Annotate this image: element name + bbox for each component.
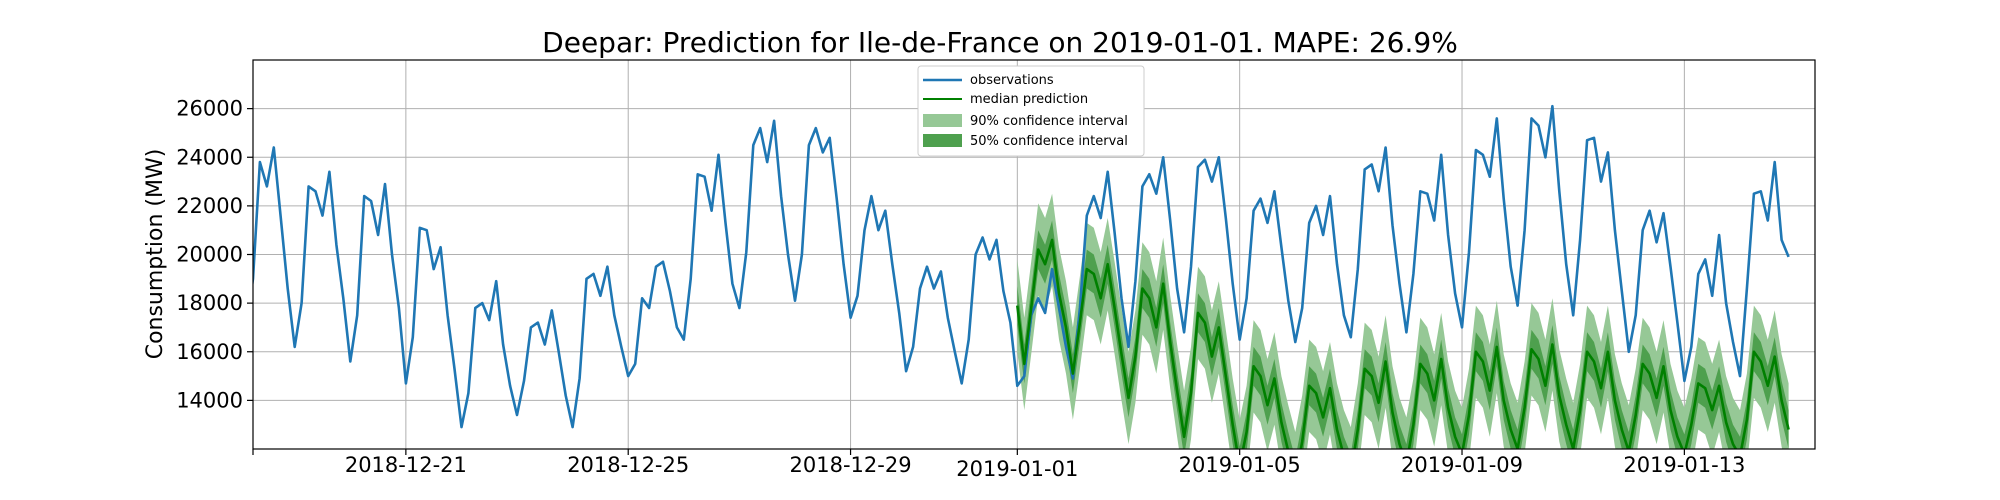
y-tick-label: 20000 — [176, 243, 243, 267]
x-tick-label: 2018-12-21 — [345, 453, 467, 477]
legend-swatch-ci50 — [923, 134, 962, 147]
y-axis-ticks: 14000 16000 18000 20000 22000 24000 26000 — [176, 97, 253, 412]
chart-title: Deepar: Prediction for Ile-de-France on … — [542, 26, 1458, 59]
legend: observations median prediction 90% confi… — [917, 65, 1145, 157]
x-tick-label: 2018-12-29 — [790, 453, 912, 477]
y-tick-label: 18000 — [176, 291, 243, 315]
legend-label-observations: observations — [970, 73, 1054, 88]
plot-area — [253, 104, 1790, 449]
y-tick-label: 24000 — [176, 145, 243, 169]
legend-label-median: median prediction — [970, 92, 1088, 107]
legend-label-ci90: 90% confidence interval — [970, 114, 1128, 129]
y-tick-label: 14000 — [176, 388, 243, 412]
median-prediction-line — [1016, 238, 1790, 449]
x-tick-label: 2019-01-13 — [1623, 453, 1745, 477]
legend-label-ci50: 50% confidence interval — [970, 134, 1128, 149]
x-tick-label: 2019-01-01 — [956, 457, 1078, 481]
y-tick-label: 22000 — [176, 194, 243, 218]
legend-swatch-ci90 — [923, 114, 962, 127]
y-axis-label: Consumption (MW) — [143, 149, 168, 360]
legend-frame — [917, 65, 1145, 157]
y-tick-label: 16000 — [176, 340, 243, 364]
x-tick-label: 2019-01-05 — [1179, 453, 1301, 477]
x-axis-ticks: 2018-12-21 2018-12-25 2018-12-29 2019-01-01… — [252, 449, 1745, 481]
x-tick-label: 2018-12-25 — [567, 453, 689, 477]
x-tick-label: 2019-01-09 — [1401, 453, 1523, 477]
y-tick-label: 26000 — [176, 97, 243, 121]
observations-line — [253, 104, 1790, 429]
ci50-band — [1017, 220, 1789, 449]
